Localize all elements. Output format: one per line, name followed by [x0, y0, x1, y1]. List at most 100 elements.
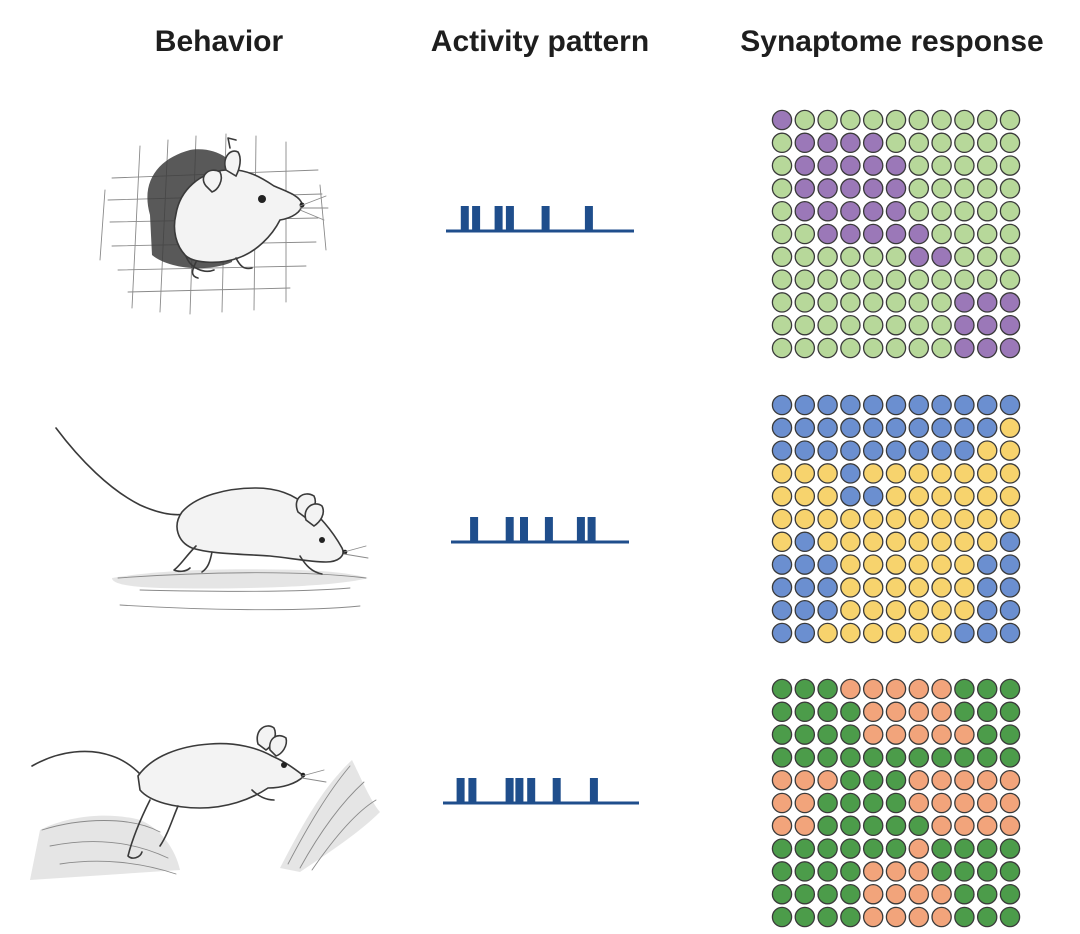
synapse-dot	[862, 394, 884, 416]
synapse-dot	[817, 132, 838, 154]
synaptome-grid-1	[771, 109, 1021, 359]
synapse-dot	[999, 622, 1021, 644]
synapse-dot	[794, 109, 816, 131]
synapse-dot	[885, 531, 907, 553]
synapse-dot	[954, 531, 975, 553]
mouse-running-icon	[55, 427, 369, 611]
synapse-dot	[862, 701, 884, 723]
synapse-dot	[908, 678, 930, 700]
synaptome-grids	[771, 109, 1021, 928]
synapse-dot	[885, 132, 907, 154]
synapse-dot	[817, 109, 838, 131]
synapse-dot	[771, 178, 793, 199]
synapse-dot	[794, 463, 816, 484]
synapse-dot	[976, 292, 998, 313]
synapse-dot	[862, 577, 884, 598]
synapse-dot	[976, 883, 998, 905]
synapse-dot	[908, 440, 930, 461]
synapse-dot	[840, 508, 861, 530]
synapse-dot	[976, 861, 998, 882]
synapse-dot	[908, 246, 930, 268]
synapse-dot	[862, 109, 884, 131]
synapse-dot	[954, 178, 975, 199]
synapse-dot	[908, 292, 930, 313]
synapse-dot	[931, 678, 952, 700]
synapse-dot	[999, 815, 1021, 837]
synapse-dot	[817, 485, 838, 507]
synapse-dot	[771, 246, 793, 268]
activity-pattern-row-3	[443, 778, 639, 805]
mouse-jumping-icon	[30, 725, 380, 880]
synapse-dot	[840, 246, 861, 268]
synapse-dot	[999, 838, 1021, 859]
synapse-dot	[771, 292, 793, 313]
synapse-dot	[908, 463, 930, 484]
synapse-dot	[817, 701, 838, 723]
synapse-dot	[908, 554, 930, 575]
synapse-dot	[954, 132, 975, 154]
synapse-dot	[771, 724, 793, 745]
synapse-dot	[771, 508, 793, 530]
synapse-dot	[908, 701, 930, 723]
synapse-dot	[794, 906, 816, 928]
synapse-dot	[771, 815, 793, 837]
synapse-dot	[885, 109, 907, 131]
synapse-dot	[862, 792, 884, 814]
synapse-dot	[999, 223, 1021, 245]
synapse-dot	[954, 200, 975, 222]
synapse-dot	[840, 440, 861, 461]
synapse-dot	[771, 861, 793, 882]
synapse-dot	[840, 792, 861, 814]
synapse-dot	[794, 678, 816, 700]
synapse-dot	[931, 815, 952, 837]
synapse-dot	[908, 178, 930, 199]
synapse-dot	[999, 747, 1021, 768]
synapse-dot	[999, 440, 1021, 461]
synapse-dot	[862, 463, 884, 484]
synapse-dot	[862, 155, 884, 176]
synapse-dot	[999, 337, 1021, 359]
synapse-dot	[885, 577, 907, 598]
synapse-dot	[794, 701, 816, 723]
synapse-dot	[771, 838, 793, 859]
synapse-dot	[885, 508, 907, 530]
synapse-dot	[840, 314, 861, 336]
synapse-dot	[885, 314, 907, 336]
synapse-dot	[908, 883, 930, 905]
synapse-dot	[885, 292, 907, 313]
synapse-dot	[976, 394, 998, 416]
synapse-dot	[794, 769, 816, 791]
synapse-dot	[908, 906, 930, 928]
synapse-dot	[794, 292, 816, 313]
synapse-dot	[840, 417, 861, 439]
activity-spike	[587, 517, 596, 542]
synapse-dot	[840, 223, 861, 245]
synapse-dot	[771, 314, 793, 336]
synapse-dot	[976, 269, 998, 290]
synapse-dot	[999, 701, 1021, 723]
header-synaptome-response: Synaptome response	[740, 25, 1043, 58]
header-activity-pattern: Activity pattern	[431, 25, 649, 58]
synapse-dot	[908, 599, 930, 621]
activity-spike	[505, 517, 514, 542]
synapse-dot	[840, 577, 861, 598]
synapse-dot	[908, 747, 930, 768]
synapse-dot	[931, 223, 952, 245]
synapse-dot	[794, 861, 816, 882]
synapse-dot	[931, 485, 952, 507]
synapse-dot	[771, 554, 793, 575]
synapse-dot	[931, 463, 952, 484]
synapse-dot	[817, 678, 838, 700]
synapse-dot	[885, 747, 907, 768]
synapse-dot	[862, 440, 884, 461]
synapse-dot	[908, 577, 930, 598]
synapse-dot	[976, 792, 998, 814]
synapse-dot	[817, 838, 838, 859]
synapse-dot	[931, 178, 952, 199]
synapse-dot	[954, 883, 975, 905]
synapse-dot	[931, 701, 952, 723]
activity-spike	[520, 517, 528, 542]
synapse-dot	[794, 314, 816, 336]
synapse-dot	[771, 701, 793, 723]
